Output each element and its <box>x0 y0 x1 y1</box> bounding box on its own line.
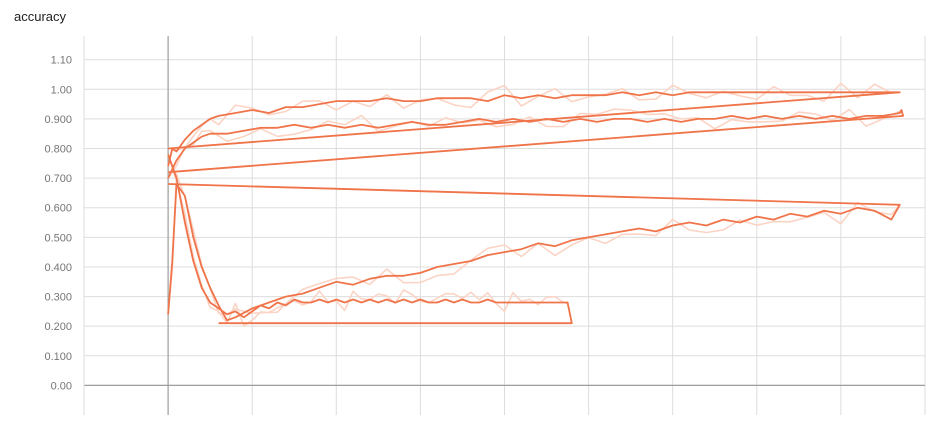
y-tick-labels: 0.00 0.100 0.200 0.300 0.400 0.500 0.600 0.700 0… <box>44 55 72 393</box>
y-tick-label: 0.900 <box>44 114 72 126</box>
raw-series-line <box>167 108 904 179</box>
y-tick-label: 0.100 <box>44 351 72 363</box>
y-tick-label: 0.300 <box>44 292 72 304</box>
smoothed-series-line <box>167 109 904 179</box>
y-tick-label: 0.500 <box>44 232 72 244</box>
y-tick-label: 0.800 <box>44 144 72 156</box>
y-tick-label: 0.600 <box>44 203 72 215</box>
raw-series-line <box>167 154 573 327</box>
y-tick-label: 0.400 <box>44 262 72 274</box>
axes <box>83 36 925 415</box>
y-tick-label: 1.10 <box>51 55 72 67</box>
y-tick-label: 0.00 <box>51 380 72 392</box>
raw-series-line <box>167 82 901 167</box>
smoothed-series-line <box>167 91 901 167</box>
smoothed-series-line <box>167 154 573 325</box>
y-tick-label: 0.700 <box>44 173 72 185</box>
chart-title: accuracy <box>14 9 67 24</box>
smoothed-series-line <box>167 183 901 322</box>
y-tick-label: 0.200 <box>44 321 72 333</box>
y-tick-label: 1.00 <box>51 84 72 96</box>
smoothed-series <box>167 91 904 325</box>
